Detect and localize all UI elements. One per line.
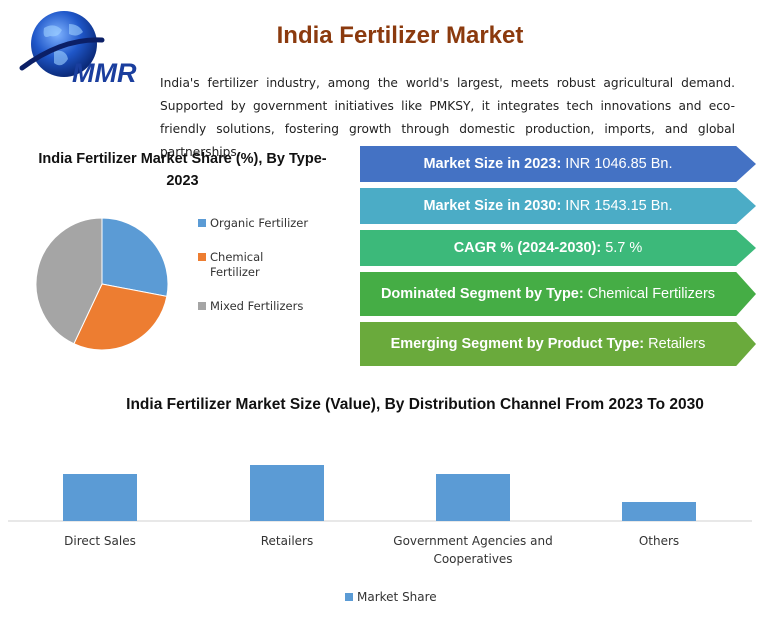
stat-dominated-segment: Dominated Segment by Type: Chemical Fert… bbox=[360, 272, 756, 316]
bar-chart bbox=[8, 465, 752, 522]
stat-label: Market Size in 2023: bbox=[423, 156, 562, 172]
legend-swatch bbox=[345, 593, 353, 601]
bar-category-label: Others bbox=[638, 534, 680, 548]
stat-value: 5.7 % bbox=[601, 240, 643, 256]
pie-chart bbox=[35, 217, 169, 351]
intro-paragraph: India's fertilizer industry, among the w… bbox=[160, 76, 735, 159]
legend-label: Market Share bbox=[357, 590, 437, 604]
stat-label: Market Size in 2030: bbox=[423, 198, 562, 214]
bar-category-label: Government Agencies and Cooperatives bbox=[393, 534, 553, 566]
stat-cagr: CAGR % (2024-2030): 5.7 % bbox=[360, 230, 756, 266]
legend-label: Mixed Fertilizers bbox=[210, 299, 304, 313]
mmr-logo: MMR bbox=[14, 6, 144, 90]
legend-item: Organic Fertilizer bbox=[198, 216, 333, 231]
bar-retailers bbox=[250, 465, 324, 521]
bar-category-label: Retailers bbox=[260, 534, 314, 548]
stat-label: Emerging Segment by Product Type: bbox=[390, 335, 645, 352]
stat-market-size-2030: Market Size in 2030: INR 1543.15 Bn. bbox=[360, 188, 756, 224]
legend-label: Organic Fertilizer bbox=[210, 216, 309, 230]
bar-government-agencies-and-cooperatives bbox=[436, 474, 510, 521]
legend-item: Chemical Fertilizer bbox=[198, 250, 333, 280]
pie-slice-chemical-fertilizer bbox=[73, 283, 168, 351]
bar-direct-sales bbox=[63, 474, 137, 521]
stat-value: INR 1046.85 Bn. bbox=[561, 156, 673, 172]
legend-label: Chemical Fertilizer bbox=[210, 250, 264, 279]
legend-swatch bbox=[198, 219, 206, 227]
bar-chart-title: India Fertilizer Market Size (Value), By… bbox=[126, 396, 704, 413]
pie-slice-organic-fertilizer bbox=[101, 217, 169, 297]
legend-swatch bbox=[198, 302, 206, 310]
pie-legend: Organic Fertilizer Chemical Fertilizer Mix… bbox=[198, 216, 333, 333]
legend-item: Mixed Fertilizers bbox=[198, 299, 333, 314]
stat-value: Retailers bbox=[644, 335, 706, 352]
bar-legend: Market Share bbox=[345, 590, 437, 604]
pie-slice-mixed-fertilizers bbox=[35, 217, 103, 345]
stat-market-size-2023: Market Size in 2023: INR 1046.85 Bn. bbox=[360, 146, 756, 182]
bar-category-label: Direct Sales bbox=[64, 534, 136, 548]
stat-emerging-segment: Emerging Segment by Product Type: Retail… bbox=[360, 322, 756, 366]
pie-chart-title: India Fertilizer Market Share (%), By Ty… bbox=[38, 151, 327, 189]
page-title: India Fertilizer Market bbox=[276, 22, 524, 49]
key-stats-panel: Market Size in 2023: INR 1046.85 Bn. Mar… bbox=[360, 146, 756, 372]
bar-others bbox=[622, 502, 696, 521]
stat-value: INR 1543.15 Bn. bbox=[561, 198, 673, 214]
stat-label: Dominated Segment by Type: bbox=[380, 285, 584, 302]
legend-swatch bbox=[198, 253, 206, 261]
stat-value: Chemical Fertilizers bbox=[583, 285, 716, 302]
stat-label: CAGR % (2024-2030): bbox=[453, 240, 602, 256]
logo-text: MMR bbox=[72, 58, 137, 88]
